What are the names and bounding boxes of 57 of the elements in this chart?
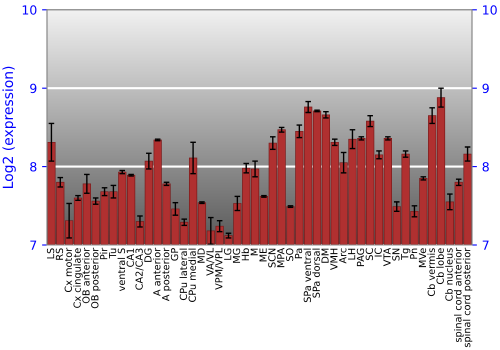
x-tick-label: Cx motor: [64, 248, 72, 292]
x-tick-label: Pn: [410, 248, 418, 259]
x-tick-label: SPa ventral: [303, 248, 312, 302]
x-tick-label: SC: [366, 248, 373, 260]
x-tick-label: Cx cingulate: [73, 248, 83, 308]
x-tick-label: Hb: [242, 248, 250, 260]
x-tick-label: VPM/VPL: [215, 248, 224, 290]
x-tick-label: LH: [348, 248, 356, 260]
x-tick-label: Pa: [294, 248, 302, 258]
x-tick-label: MPA: [277, 248, 284, 268]
x-tick-label: SO: [286, 248, 294, 261]
x-tick-label: SN: [392, 248, 400, 261]
x-tick-label: VA/VL: [206, 248, 214, 276]
x-tick-label: A anterior: [152, 248, 160, 296]
x-tick-label: IC: [374, 248, 382, 256]
x-tick-label: Cb vermis: [427, 248, 435, 296]
x-tick-label: Arc: [339, 248, 346, 264]
x-tick-label: Cb nucleus: [445, 248, 453, 301]
y2-tick-label: 9: [482, 84, 489, 94]
x-tick-label: VMH: [330, 248, 338, 270]
x-tick-label: DG: [144, 248, 152, 262]
x-tick-label: SCN: [268, 248, 276, 268]
x-tick-label: A posterior: [162, 248, 172, 302]
y2-tick-label: 10: [483, 5, 497, 15]
y2-tick-label: 8: [482, 162, 489, 172]
x-tick-label: spinal cord posterior: [462, 248, 472, 348]
x-tick-label: Tg: [401, 248, 410, 260]
y-axis-title: Log2 (expression): [2, 66, 16, 188]
x-tick-label: spinal cord anterior: [454, 248, 464, 342]
y-tick-label: 9: [30, 84, 36, 94]
x-tick-label: LS: [46, 248, 54, 258]
y-tick-label: 10: [22, 5, 36, 15]
x-tick-label: RS: [56, 248, 64, 260]
y2-tick-label: 7: [482, 240, 489, 250]
x-tick-label: MD: [198, 248, 205, 263]
x-tick-label: DM: [322, 248, 329, 263]
x-tick-label: OB anterior: [82, 248, 90, 304]
x-tick-label: CA2/CA3: [135, 248, 144, 290]
y-tick-label: 8: [30, 162, 36, 172]
x-tick-label: ME: [260, 248, 267, 262]
x-tick-label: MVe: [418, 248, 426, 268]
x-tick-label: PAG: [356, 248, 364, 266]
x-tick-label: VTA: [383, 248, 391, 266]
x-tick-label: Cb lobe: [436, 248, 444, 284]
x-tick-label: MG: [232, 248, 240, 263]
x-tick-label: LG: [224, 248, 232, 260]
x-tick-label: CA1: [126, 248, 134, 267]
y-tick-label: 7: [30, 240, 36, 250]
x-tick-label: Tu: [109, 248, 116, 258]
x-tick-label: GP: [170, 248, 178, 261]
x-tick-label: CPu medial: [188, 248, 196, 302]
x-tick-label: OB posterior: [90, 248, 100, 308]
x-tick-label: CPu lateral: [180, 248, 188, 300]
x-tick-label: SPa dorsal: [312, 248, 320, 298]
x-tick-label: M: [250, 248, 258, 256]
x-tick-label: Pir: [100, 248, 108, 260]
x-tick-label: ventral S: [118, 248, 126, 292]
